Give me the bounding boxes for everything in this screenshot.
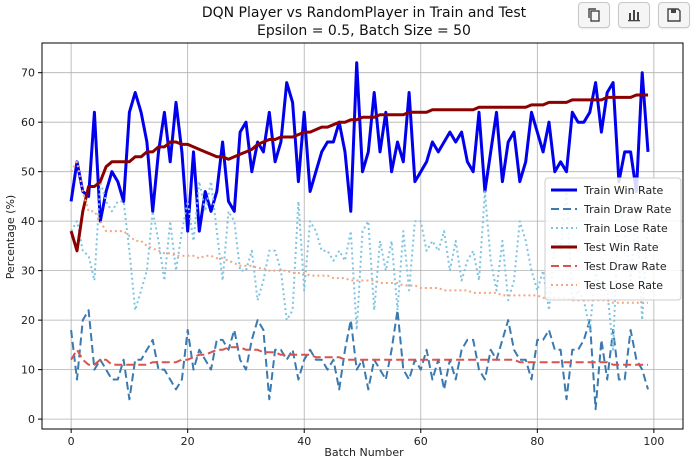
x-axis-label: Batch Number (324, 446, 404, 459)
y-axis-label: Percentage (%) (4, 195, 17, 279)
y-tick-label: 0 (28, 413, 35, 426)
y-tick-label: 30 (21, 265, 35, 278)
legend-label: Train Win Rate (583, 184, 664, 197)
x-tick-label: 40 (297, 435, 311, 448)
y-axis-ticks: 0 10 20 30 40 50 60 70 (21, 67, 42, 426)
series-line-test-draw-rate (70, 346, 648, 366)
y-tick-label: 60 (21, 116, 35, 129)
x-tick-label: 0 (68, 435, 75, 448)
chart-title: DQN Player vs RandomPlayer in Train and … (202, 5, 527, 21)
x-tick-label: 100 (643, 435, 664, 448)
x-tick-label: 20 (181, 435, 195, 448)
chart-toolbar (578, 2, 690, 28)
series-lines (69, 61, 650, 411)
x-tick-label: 80 (530, 435, 544, 448)
copy-button[interactable] (578, 2, 610, 28)
chart-data-button[interactable] (618, 2, 650, 28)
legend-label: Test Draw Rate (583, 260, 667, 273)
legend: Train Win Rate Train Draw Rate Train Lose … (544, 177, 682, 301)
y-tick-label: 50 (21, 166, 35, 179)
bar-chart-icon (628, 10, 640, 22)
floppy-disk-icon (667, 8, 681, 22)
y-tick-label: 10 (21, 364, 35, 377)
legend-label: Test Win Rate (583, 241, 659, 254)
legend-box (544, 177, 682, 301)
series-line-test-win-rate (69, 93, 648, 253)
x-tick-label: 60 (414, 435, 428, 448)
y-tick-label: 40 (21, 215, 35, 228)
x-axis-ticks: 0 20 40 60 80 100 (68, 429, 664, 448)
legend-label: Test Lose Rate (583, 279, 663, 292)
y-tick-label: 20 (21, 314, 35, 327)
y-tick-label: 70 (21, 67, 35, 80)
series-line-train-draw-rate (70, 309, 649, 411)
legend-label: Train Lose Rate (583, 222, 668, 235)
plot-frame (41, 42, 684, 430)
save-button[interactable] (658, 2, 690, 28)
legend-label: Train Draw Rate (583, 203, 672, 216)
chart-subtitle: Epsilon = 0.5, Batch Size = 50 (257, 23, 471, 39)
copy-icon (588, 8, 600, 22)
